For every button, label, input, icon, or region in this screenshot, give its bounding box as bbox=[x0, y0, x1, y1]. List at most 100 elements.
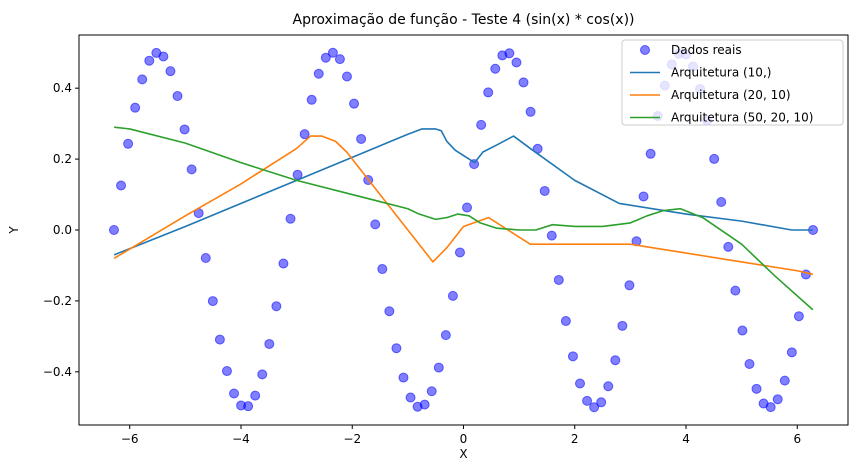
x-tick-label: 6 bbox=[793, 432, 801, 446]
scatter-point bbox=[165, 66, 176, 77]
legend-label-3: Arquitetura (50, 20, 10) bbox=[671, 111, 813, 125]
y-axis-label: Y bbox=[7, 226, 21, 235]
scatter-point bbox=[172, 91, 183, 102]
legend-box bbox=[621, 39, 844, 126]
scatter-point bbox=[582, 395, 593, 406]
y-tick-label: 0.4 bbox=[53, 81, 72, 95]
x-tick-label: 4 bbox=[682, 432, 690, 446]
scatter-point bbox=[779, 375, 790, 386]
scatter-point bbox=[327, 47, 338, 58]
x-tick-label: 2 bbox=[571, 432, 579, 446]
y-tick-label: −0.2 bbox=[43, 294, 72, 308]
scatter-point bbox=[751, 383, 762, 394]
scatter-point bbox=[179, 124, 190, 135]
scatter-point bbox=[158, 51, 169, 62]
x-tick-label: 0 bbox=[460, 432, 468, 446]
scatter-point bbox=[617, 320, 628, 331]
scatter-point bbox=[645, 148, 656, 159]
scatter-point bbox=[221, 366, 232, 377]
scatter-point bbox=[186, 164, 197, 175]
scatter-point bbox=[116, 180, 127, 191]
scatter-point bbox=[786, 347, 797, 358]
scatter-point bbox=[108, 225, 119, 236]
scatter-point bbox=[546, 230, 557, 241]
scatter-point bbox=[511, 57, 522, 68]
scatter-point bbox=[462, 202, 473, 213]
scatter-point bbox=[447, 290, 458, 301]
scatter-point bbox=[744, 358, 755, 369]
scatter-point bbox=[419, 399, 430, 410]
scatter-point bbox=[560, 316, 571, 327]
scatter-point bbox=[123, 138, 134, 149]
scatter-point bbox=[229, 388, 240, 399]
scatter-point bbox=[709, 153, 720, 164]
scatter-point bbox=[377, 264, 388, 275]
scatter-point bbox=[356, 133, 367, 144]
scatter-point bbox=[214, 334, 225, 345]
scatter-point bbox=[433, 362, 444, 373]
scatter-point bbox=[391, 343, 402, 354]
scatter-point bbox=[723, 241, 734, 252]
x-tick-label: −4 bbox=[232, 432, 250, 446]
scatter-point bbox=[384, 306, 395, 317]
scatter-point bbox=[454, 247, 465, 258]
scatter-point bbox=[793, 311, 804, 322]
legend-label-1: Arquitetura (10,) bbox=[671, 66, 771, 80]
scatter-point bbox=[504, 48, 515, 59]
y-tick-label: 0.2 bbox=[53, 152, 72, 166]
scatter-point bbox=[772, 394, 783, 405]
scatter-point bbox=[589, 402, 600, 413]
series-line-2 bbox=[113, 135, 814, 276]
legend-label-2: Arquitetura (20, 10) bbox=[671, 88, 791, 102]
scatter-point bbox=[285, 213, 296, 224]
y-tick-label: 0.0 bbox=[53, 223, 72, 237]
scatter-point bbox=[539, 185, 550, 196]
scatter-point bbox=[638, 191, 649, 202]
scatter-point bbox=[200, 253, 211, 264]
scatter-point bbox=[405, 392, 416, 403]
scatter-point bbox=[483, 87, 494, 98]
legend-label-scatter: Dados reais bbox=[671, 43, 742, 57]
scatter-point bbox=[271, 301, 282, 312]
scatter-point bbox=[370, 219, 381, 230]
scatter-point bbox=[575, 378, 586, 389]
scatter-point bbox=[518, 77, 529, 88]
scatter-point bbox=[737, 325, 748, 336]
y-tick-label: −0.4 bbox=[43, 365, 72, 379]
scatter-point bbox=[144, 55, 155, 66]
scatter-point bbox=[730, 285, 741, 296]
scatter-point bbox=[250, 390, 261, 401]
scatter-point bbox=[243, 401, 254, 412]
legend-marker-scatter bbox=[640, 45, 650, 55]
legend: Dados reais Arquitetura (10,) Arquitetura … bbox=[621, 39, 844, 126]
scatter-point bbox=[320, 52, 331, 63]
x-tick-label: −6 bbox=[121, 432, 139, 446]
scatter-point bbox=[567, 351, 578, 362]
scatter-point bbox=[306, 94, 317, 105]
scatter-point bbox=[349, 98, 360, 109]
scatter-point bbox=[525, 106, 536, 117]
x-axis-label: X bbox=[459, 447, 467, 461]
scatter-point bbox=[440, 330, 451, 341]
scatter-point bbox=[553, 274, 564, 285]
scatter-point bbox=[334, 54, 345, 65]
scatter-point bbox=[130, 102, 141, 113]
scatter-point bbox=[610, 355, 621, 366]
scatter-point bbox=[207, 296, 218, 307]
scatter-point bbox=[490, 63, 501, 74]
x-tick-label: −2 bbox=[343, 432, 361, 446]
scatter-point bbox=[313, 68, 324, 79]
scatter-point bbox=[596, 397, 607, 408]
scatter-point bbox=[137, 74, 148, 85]
scatter-point bbox=[469, 159, 480, 170]
scatter-point bbox=[299, 129, 310, 140]
scatter-point bbox=[476, 119, 487, 130]
scatter-point bbox=[341, 71, 352, 82]
scatter-point bbox=[398, 372, 409, 383]
series-line-1 bbox=[113, 128, 813, 256]
scatter-point bbox=[278, 258, 289, 269]
scatter-point bbox=[765, 402, 776, 413]
scatter-point bbox=[257, 369, 268, 380]
scatter-point bbox=[426, 386, 437, 397]
